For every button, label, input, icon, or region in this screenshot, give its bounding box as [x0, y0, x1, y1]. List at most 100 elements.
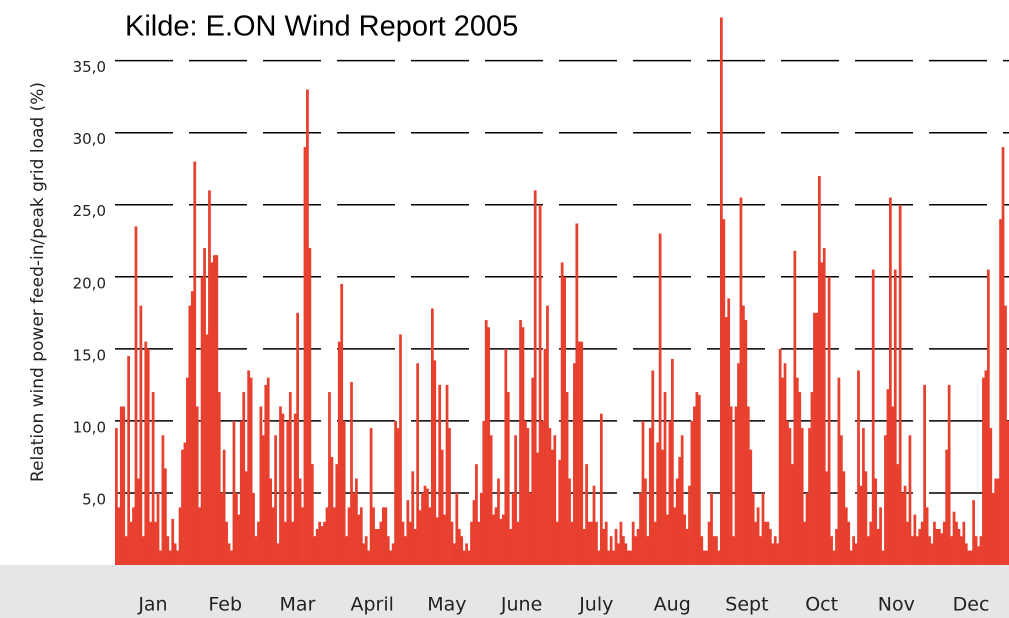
bar: [151, 392, 155, 565]
bar: [754, 521, 758, 565]
bar: [443, 514, 446, 565]
bar: [533, 190, 537, 566]
bar: [911, 536, 914, 565]
bar: [524, 420, 527, 565]
bar: [288, 392, 292, 565]
bar: [460, 536, 464, 565]
bar: [330, 456, 334, 565]
bar: [717, 550, 721, 565]
bar: [367, 550, 371, 565]
bar: [404, 536, 407, 565]
bar: [487, 327, 491, 565]
bar: [935, 528, 939, 565]
bar: [531, 377, 535, 565]
bar: [734, 406, 738, 565]
bar: [839, 435, 843, 565]
bar: [364, 536, 368, 565]
bar: [220, 492, 224, 565]
bar: [688, 485, 691, 565]
bar: [602, 528, 606, 565]
bar: [565, 392, 569, 565]
bar: [712, 536, 716, 565]
bar: [232, 420, 236, 565]
bar: [139, 305, 143, 565]
bar: [284, 521, 287, 565]
bar: [798, 392, 802, 565]
bar: [394, 420, 397, 565]
bar: [514, 435, 517, 565]
bar: [137, 478, 140, 565]
bar: [771, 543, 775, 565]
bar: [203, 247, 206, 565]
bar: [778, 348, 782, 565]
bar: [399, 334, 402, 565]
title-box: [115, 0, 615, 48]
bar: [815, 312, 819, 565]
bar: [149, 521, 153, 565]
bar: [190, 291, 194, 565]
labels: 5,0 10,0 15,0 20,0 25,0 30,0 35,0 Jan Feb Mar Apri…: [73, 58, 990, 615]
bar: [852, 536, 855, 565]
bar: [862, 428, 865, 565]
bar: [526, 428, 530, 565]
bar: [423, 485, 427, 565]
bar: [962, 521, 966, 565]
bar: [675, 478, 679, 565]
bar: [761, 492, 765, 565]
bar: [242, 392, 246, 565]
bar: [585, 464, 589, 565]
bar: [979, 536, 983, 565]
bar: [384, 507, 388, 565]
bar: [183, 442, 187, 565]
bar: [450, 521, 454, 565]
bar: [227, 543, 231, 565]
bar: [996, 478, 1000, 565]
bar: [484, 320, 488, 565]
bar: [668, 420, 672, 565]
bar: [156, 492, 160, 565]
bar: [795, 377, 799, 565]
bar: [428, 507, 432, 565]
bar: [891, 406, 895, 565]
bar: [575, 223, 579, 565]
bar: [871, 269, 875, 565]
bar: [501, 514, 505, 565]
bar: [264, 384, 268, 565]
bar: [742, 305, 745, 565]
bar: [475, 464, 478, 565]
bar: [813, 312, 816, 565]
bar: [318, 521, 322, 565]
bar: [624, 543, 628, 565]
axis-band: [0, 565, 1009, 618]
bar: [198, 507, 202, 565]
bar: [332, 507, 336, 565]
bar: [499, 518, 503, 565]
bar: [457, 528, 461, 565]
bars: [115, 17, 1009, 566]
bar: [849, 550, 853, 565]
bar: [122, 406, 126, 565]
bar: [379, 521, 383, 565]
bar: [773, 536, 777, 565]
bar: [739, 197, 743, 566]
bar: [619, 521, 623, 565]
bar: [249, 377, 253, 565]
bar: [369, 428, 373, 565]
x-tick-label: May: [427, 594, 466, 616]
bar: [141, 536, 145, 565]
bar: [751, 492, 755, 565]
bar: [355, 478, 358, 565]
bar: [430, 308, 434, 565]
bar: [1006, 420, 1009, 565]
bar: [945, 449, 949, 565]
bar: [746, 406, 750, 565]
bar: [163, 468, 167, 565]
bar: [401, 521, 405, 565]
bar: [235, 492, 238, 565]
bar: [964, 543, 968, 565]
bar: [599, 413, 603, 565]
bar: [707, 521, 711, 565]
bar: [239, 420, 243, 565]
bar: [663, 392, 667, 565]
